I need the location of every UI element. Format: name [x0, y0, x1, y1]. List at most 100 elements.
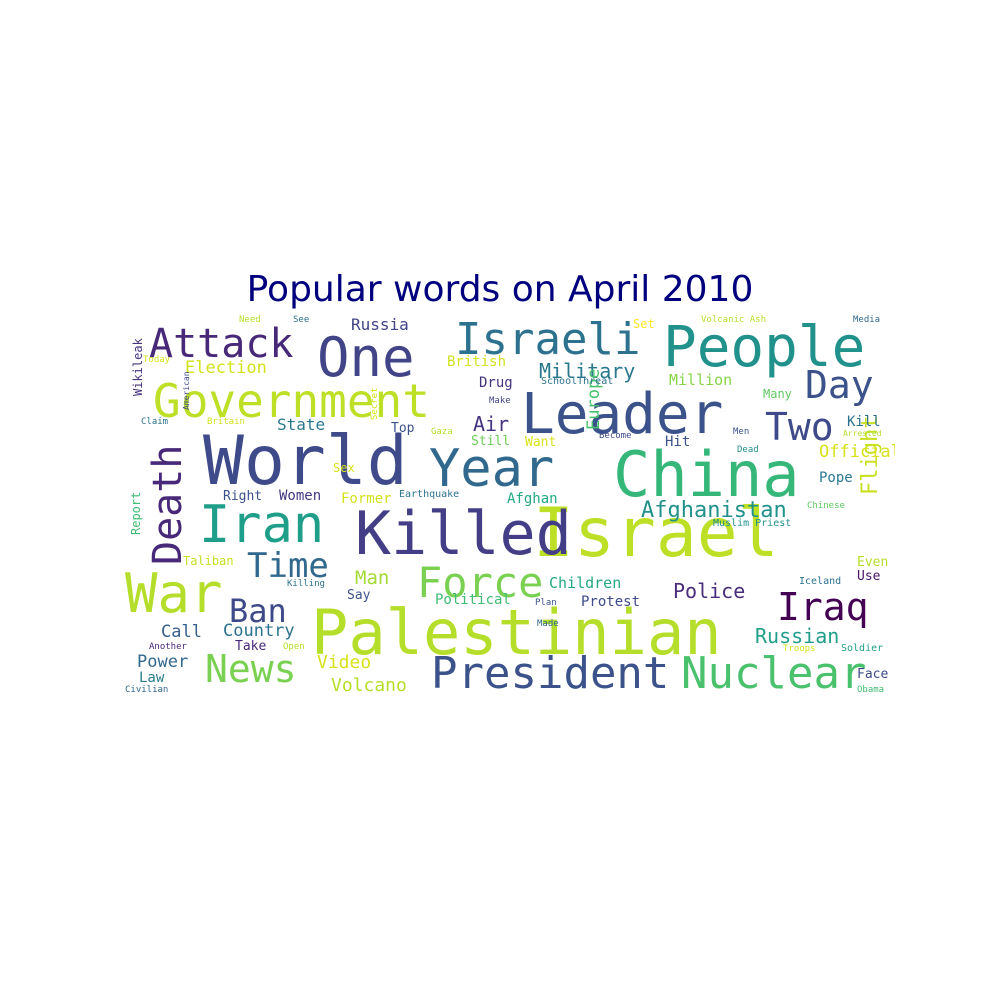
word-say: Say: [347, 588, 371, 603]
word-made: Made: [537, 619, 559, 629]
word-set: Set: [633, 317, 655, 331]
word-iraq: Iraq: [777, 585, 869, 629]
word-drug: Drug: [479, 375, 513, 391]
word-secret: Secret: [370, 387, 380, 420]
word-million: Million: [669, 371, 732, 389]
word-time: Time: [247, 546, 329, 586]
word-still: Still: [471, 434, 510, 449]
word-ban: Ban: [229, 592, 287, 630]
word-country: Country: [223, 621, 295, 641]
word-law: Law: [139, 670, 165, 686]
word-man: Man: [355, 567, 389, 589]
word-cloud: Palestinian World Israel China Killed Leader P…: [125, 310, 895, 700]
word-muslim-priest: Muslim Priest: [713, 518, 791, 529]
word-nuclear: Nuclear: [681, 648, 866, 699]
word-need: Need: [239, 315, 261, 325]
word-war: War: [125, 562, 223, 625]
word-sex: Sex: [333, 461, 355, 475]
word-volcanic-ash: Volcanic Ash: [701, 315, 766, 325]
word-britain: Britain: [207, 417, 245, 427]
word-attack: Attack: [149, 321, 294, 367]
word-volcano: Volcano: [331, 675, 407, 696]
word-protest: Protest: [581, 594, 640, 610]
word-another: Another: [149, 642, 188, 652]
word-want: Want: [525, 435, 556, 450]
word-pope: Pope: [819, 470, 853, 486]
word-two: Two: [765, 405, 834, 449]
word-gaza: Gaza: [431, 427, 453, 437]
word-leader: Leader: [521, 382, 723, 447]
word-schoolthreat: SchoolThreat: [541, 376, 613, 387]
word-call: Call: [161, 622, 202, 642]
word-claim: Claim: [141, 417, 168, 427]
word-plan: Plan: [535, 598, 557, 608]
word-take: Take: [235, 639, 266, 654]
word-killing: Killing: [287, 579, 325, 589]
word-chinese: Chinese: [807, 501, 845, 511]
word-kill: Kill: [847, 414, 881, 430]
word-men: Men: [733, 427, 749, 437]
word-government: Government: [153, 374, 430, 428]
word-right: Right: [223, 489, 262, 504]
word-civilian: Civilian: [125, 685, 168, 695]
word-become: Become: [599, 431, 632, 441]
word-dead: Dead: [737, 445, 759, 455]
word-american: American: [182, 371, 191, 410]
chart-title: Popular words on April 2010: [246, 269, 754, 310]
word-afghan: Afghan: [507, 491, 558, 507]
word-air: Air: [473, 412, 509, 436]
word-today: Today: [143, 355, 171, 365]
word-hit: Hit: [665, 434, 690, 450]
word-taliban: Taliban: [183, 554, 234, 568]
word-former: Former: [341, 491, 392, 507]
word-election: Election: [185, 358, 267, 378]
word-china: China: [613, 438, 800, 511]
word-military: Military: [539, 359, 635, 383]
word-even: Even: [857, 555, 888, 570]
word-iran: Iran: [199, 495, 324, 555]
word-force: Force: [417, 558, 543, 607]
word-russia: Russia: [351, 315, 409, 334]
word-top: Top: [391, 421, 415, 436]
word-open: Open: [283, 642, 305, 652]
word-day: Day: [805, 363, 874, 407]
word-israel: Israel: [533, 494, 779, 573]
word-flight: Flight: [858, 416, 883, 495]
word-official: Official: [819, 442, 895, 462]
word-soldier: Soldier: [841, 643, 883, 654]
word-iceland: Iceland: [799, 576, 841, 587]
word-women: Women: [279, 488, 321, 504]
word-arrested: Arrested: [843, 429, 882, 438]
word-many: Many: [763, 387, 792, 401]
word-make: Make: [489, 396, 511, 406]
word-russian: Russian: [755, 624, 839, 648]
word-use: Use: [857, 569, 881, 584]
word-see: See: [293, 315, 309, 325]
word-one: One: [317, 326, 415, 389]
word-state: State: [277, 415, 325, 434]
word-world: World: [203, 422, 408, 501]
word-video: Video: [317, 652, 371, 673]
word-power: Power: [137, 652, 188, 672]
word-afghanistan: Afghanistan: [641, 498, 787, 523]
word-news: News: [205, 647, 297, 691]
word-face: Face: [857, 667, 888, 682]
word-earthquake: Earthquake: [399, 489, 459, 500]
word-people: People: [663, 315, 865, 380]
word-media: Media: [853, 315, 880, 325]
word-palestinian: Palestinian: [311, 596, 722, 669]
word-report: Report: [129, 492, 143, 535]
word-police: Police: [673, 579, 745, 603]
word-death: Death: [145, 445, 191, 565]
word-year: Year: [429, 439, 554, 499]
word-british: British: [447, 354, 506, 370]
word-troops: Troops: [783, 644, 816, 654]
word-president: President: [431, 648, 669, 699]
word-political: Political: [435, 592, 511, 608]
word-killed: Killed: [355, 499, 572, 569]
word-obama: Obama: [857, 685, 884, 695]
word-children: Children: [549, 574, 621, 592]
word-israeli: Israeli: [455, 314, 640, 365]
word-europe: Europe: [584, 369, 604, 430]
word-wikileak: Wikileak: [131, 337, 145, 396]
